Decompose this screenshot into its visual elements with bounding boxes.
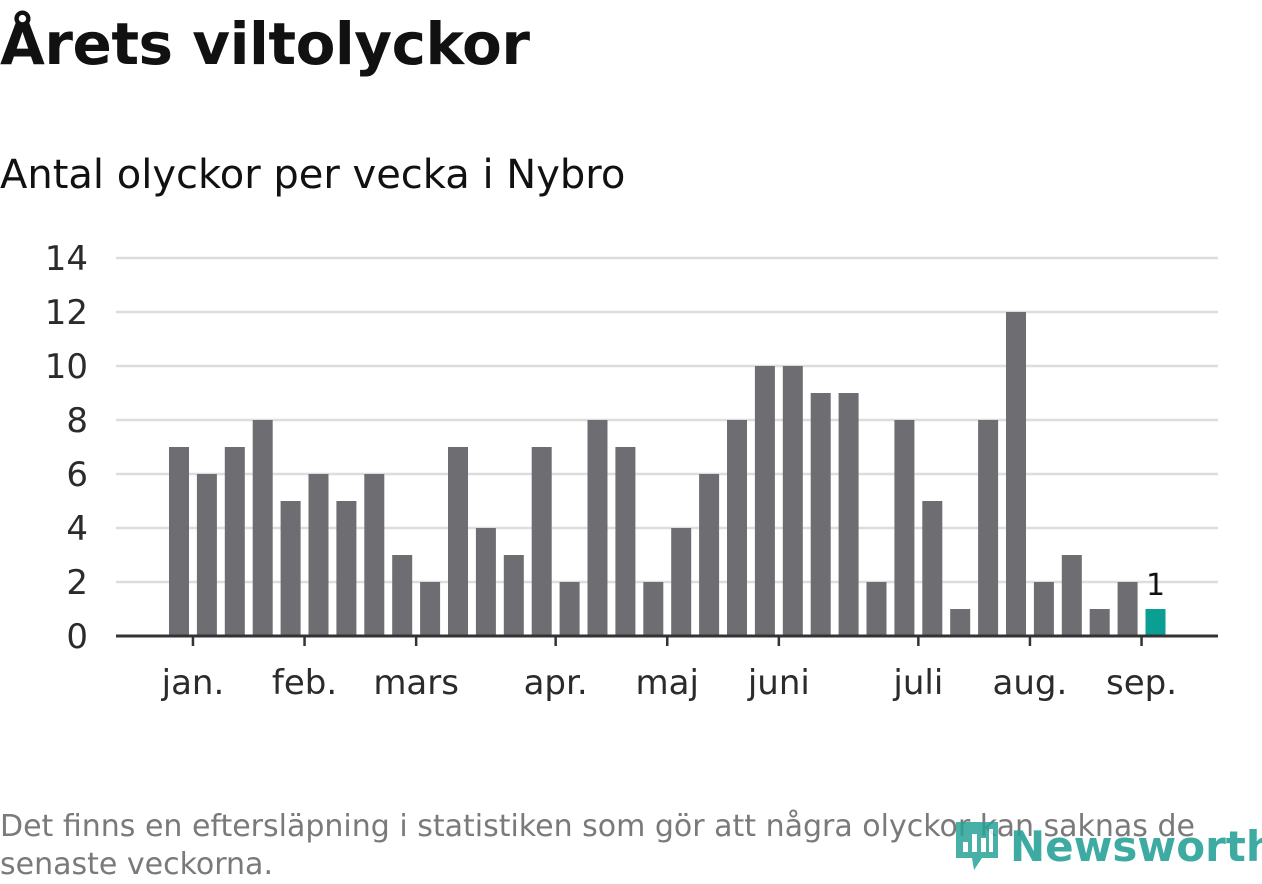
bar bbox=[1117, 582, 1138, 636]
bar bbox=[950, 609, 971, 636]
bar bbox=[280, 501, 301, 636]
bars bbox=[169, 312, 1166, 636]
bar bbox=[531, 447, 552, 636]
bar bbox=[866, 582, 887, 636]
bar bbox=[810, 393, 831, 636]
y-tick-label: 14 bbox=[45, 239, 88, 279]
bar bbox=[392, 555, 413, 636]
x-tick-label: sep. bbox=[1106, 663, 1177, 703]
x-tick-label: juni bbox=[747, 663, 810, 703]
bar bbox=[252, 420, 273, 636]
bar-current-week bbox=[1145, 609, 1166, 636]
bar bbox=[1061, 555, 1082, 636]
bar bbox=[671, 528, 692, 636]
bar bbox=[922, 501, 943, 636]
newsworthy-logo: Newsworthy bbox=[952, 818, 1262, 874]
x-tick-label: aug. bbox=[993, 663, 1068, 703]
bar bbox=[1006, 312, 1026, 636]
x-tick-label: mars bbox=[373, 663, 459, 703]
bar bbox=[838, 393, 859, 636]
bar bbox=[364, 474, 385, 636]
bar bbox=[503, 555, 524, 636]
y-tick-label: 8 bbox=[66, 401, 88, 441]
bar bbox=[475, 528, 496, 636]
x-tick-label: apr. bbox=[524, 663, 588, 703]
bar bbox=[643, 582, 664, 636]
bar bbox=[196, 474, 217, 636]
bar bbox=[754, 366, 775, 636]
bar bbox=[587, 420, 608, 636]
bar bbox=[782, 366, 803, 636]
x-tick-label: jan. bbox=[161, 663, 225, 703]
bar bbox=[1033, 582, 1054, 636]
bar bbox=[727, 420, 747, 636]
bar bbox=[699, 474, 720, 636]
bar bbox=[448, 447, 468, 636]
bar bbox=[615, 447, 636, 636]
x-tick-label: juli bbox=[892, 663, 943, 703]
y-tick-label: 4 bbox=[66, 509, 88, 549]
axes bbox=[116, 634, 1218, 646]
bar bbox=[169, 447, 189, 636]
newsworthy-logo-text: Newsworthy bbox=[1010, 821, 1262, 871]
y-tick-label: 0 bbox=[66, 617, 88, 657]
chart-title: Årets viltolyckor bbox=[0, 10, 530, 78]
bar bbox=[559, 582, 580, 636]
bar bbox=[224, 447, 245, 636]
y-tick-label: 6 bbox=[66, 455, 88, 495]
newsworthy-logo-icon bbox=[956, 822, 998, 870]
data-label: 1 bbox=[1146, 568, 1165, 603]
bar bbox=[420, 582, 441, 636]
bar bbox=[894, 420, 915, 636]
x-tick-label: feb. bbox=[272, 663, 337, 703]
chart-subtitle: Antal olyckor per vecka i Nybro bbox=[0, 152, 626, 198]
bar bbox=[978, 420, 999, 636]
labels: 0 2 4 6 8 10 12 14 1 jan. feb. mars apr. maj juni juli a… bbox=[45, 239, 1177, 703]
bar bbox=[1089, 609, 1110, 636]
bar bbox=[336, 501, 357, 636]
y-tick-label: 2 bbox=[66, 563, 88, 603]
y-tick-label: 12 bbox=[45, 293, 88, 333]
bar bbox=[308, 474, 329, 636]
bar-chart: 0 2 4 6 8 10 12 14 1 jan. feb. mars apr. maj juni juli a… bbox=[45, 239, 1218, 703]
x-tick-label: maj bbox=[636, 663, 699, 703]
y-tick-label: 10 bbox=[45, 347, 88, 387]
